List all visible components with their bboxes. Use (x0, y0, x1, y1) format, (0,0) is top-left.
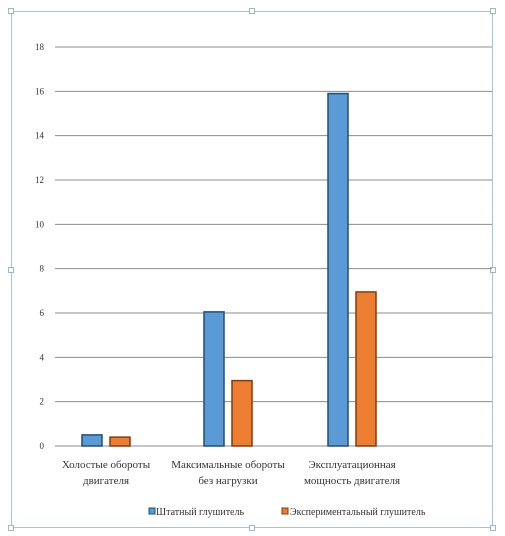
bar-series-0-category-1 (203, 311, 225, 447)
resize-handle-top[interactable] (249, 8, 255, 14)
y-tick-label: 16 (35, 86, 45, 96)
bar-series-1-category-0 (109, 436, 131, 447)
bar-series-0-category-0 (81, 434, 103, 447)
bars (81, 92, 377, 447)
x-category-label: двигателя (83, 475, 129, 487)
y-tick-label: 2 (40, 397, 45, 407)
resize-handle-top-right[interactable] (490, 8, 496, 14)
y-axis-tick-labels: 0 2 4 6 8 10 12 14 16 18 (35, 42, 45, 451)
y-tick-label: 10 (35, 219, 45, 229)
legend: Штатный глушитель Экспериментальный глуши… (148, 507, 426, 518)
resize-handle-top-left[interactable] (8, 8, 14, 14)
y-tick-label: 14 (35, 131, 45, 141)
x-category-label: без нагрузки (198, 475, 257, 487)
y-tick-label: 12 (35, 175, 44, 185)
y-tick-label: 4 (40, 352, 45, 362)
x-category-label: Эксплуатационная (308, 459, 395, 471)
legend-label: Штатный глушитель (156, 507, 244, 518)
x-category-label: Максимальные обороты (171, 459, 285, 471)
resize-handle-left[interactable] (8, 267, 14, 273)
y-tick-label: 18 (35, 42, 45, 52)
x-axis-category-labels: Холостые обороты двигателя Максимальные об… (62, 459, 400, 487)
resize-handle-bottom-right[interactable] (490, 525, 496, 531)
resize-handle-right[interactable] (490, 267, 496, 273)
y-tick-label: 8 (40, 264, 45, 274)
x-category-label: мощность двигателя (304, 475, 400, 487)
y-tick-label: 6 (40, 308, 45, 318)
legend-label: Экспериментальный глушитель (290, 507, 426, 518)
resize-handle-bottom-left[interactable] (8, 525, 14, 531)
bar-series-1-category-1 (231, 379, 253, 447)
legend-swatch (281, 507, 289, 515)
resize-handle-bottom[interactable] (249, 525, 255, 531)
bar-series-0-category-2 (327, 92, 349, 447)
gridlines (55, 46, 492, 447)
x-category-label: Холостые обороты (62, 459, 151, 471)
bar-series-1-category-2 (355, 291, 377, 447)
y-tick-label: 0 (40, 441, 45, 451)
legend-swatch (148, 507, 156, 515)
